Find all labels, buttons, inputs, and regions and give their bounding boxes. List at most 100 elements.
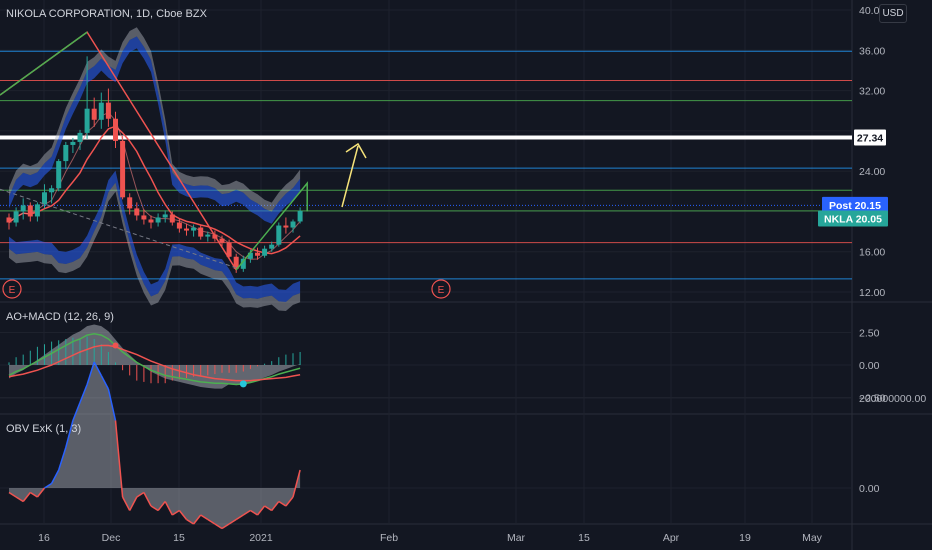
obv-line-segment: [57, 447, 67, 471]
candle-body: [56, 161, 62, 189]
candle-body: [205, 234, 211, 237]
obv-line-segment: [86, 361, 95, 385]
price-tick-label: 32.00: [859, 86, 885, 98]
candles: [6, 56, 303, 273]
obv-line-segment: [271, 501, 280, 511]
candle-body: [247, 252, 253, 259]
obv-line-segment: [143, 492, 152, 507]
obv-line-segment: [136, 491, 145, 498]
time-tick-label: 2021: [249, 532, 273, 544]
macd-cross-dot: [112, 342, 119, 349]
price-label-text: Post 20.15: [829, 200, 881, 212]
obv-line-segment: [207, 518, 216, 525]
candle-body: [240, 258, 246, 269]
candle-body: [84, 108, 90, 133]
obv-line-segment: [193, 514, 202, 525]
price-tick-label: 12.00: [859, 287, 885, 299]
time-tick-label: Apr: [663, 532, 680, 544]
obv-line-segment: [44, 482, 53, 489]
candle-body: [226, 242, 232, 257]
candle-body: [233, 256, 239, 269]
obv-line-segment: [36, 487, 46, 498]
candle-body: [297, 210, 303, 222]
obv-line-segment: [65, 420, 74, 448]
obv-line-segment: [228, 518, 237, 525]
candle-body: [105, 102, 111, 119]
obv-line-segment: [221, 523, 230, 530]
obv-line-segment: [8, 491, 17, 498]
lower-shadow-band: [9, 182, 301, 312]
candle-body: [262, 248, 268, 256]
candle-body: [77, 132, 83, 142]
obv-title: OBV ExK (1, 3): [6, 423, 82, 435]
time-tick-label: 15: [173, 532, 185, 544]
time-tick-label: Dec: [102, 532, 121, 544]
price-tick-label: 36.00: [859, 45, 885, 57]
candle-body: [49, 188, 55, 193]
projection-arrow: [341, 145, 359, 208]
horizontal-levels: [0, 50, 852, 280]
obv-line-segment: [285, 496, 294, 507]
macd-tick-label: −2.50: [859, 393, 886, 405]
earnings-label: E: [438, 285, 445, 296]
price-label-badge: [854, 129, 886, 146]
candle-body: [42, 192, 47, 205]
obv-line-segment: [292, 469, 301, 498]
obv-line-segment: [22, 492, 31, 502]
candle-body: [127, 197, 133, 209]
candle-body: [184, 228, 189, 231]
candle-body: [141, 215, 147, 220]
candle-body: [27, 205, 33, 217]
macd-tick-label: 2.50: [859, 328, 880, 340]
candle-body: [162, 214, 168, 218]
candle-body: [176, 222, 182, 229]
obv-line-segment: [72, 402, 81, 421]
price-tick-label: 24.00: [859, 166, 885, 178]
obv-pane: [0, 361, 852, 530]
projection-arrow-head: [345, 142, 367, 159]
obv-line-segment: [164, 501, 173, 516]
time-tick-label: May: [802, 532, 823, 544]
obv-line-segment: [100, 375, 110, 390]
earnings-label: E: [9, 285, 16, 296]
obv-line-segment: [278, 500, 287, 507]
price-tick-label: 40.00: [859, 5, 885, 17]
obv-tick-label: 0.00: [859, 483, 880, 495]
candle-body: [134, 208, 140, 216]
obv-line-segment: [178, 510, 188, 520]
obv-line-segment: [235, 514, 244, 521]
candle-body: [290, 221, 296, 228]
candle-body: [34, 204, 40, 217]
candle-body: [255, 252, 260, 256]
fast-average-line: [8, 111, 301, 260]
obv-line-segment: [242, 509, 251, 516]
candle-body: [276, 225, 282, 245]
obv-line-segment: [129, 496, 138, 511]
obv-line-segment: [249, 509, 258, 516]
earnings-icon: [2, 279, 22, 299]
candle-body: [91, 108, 97, 120]
green-trend-line: [0, 31, 88, 96]
axes: 40.0036.0032.0024.0020.0016.0012.002.500…: [38, 5, 926, 544]
time-tick-label: Feb: [380, 532, 398, 544]
obv-line-segment: [121, 496, 131, 511]
candle-body: [191, 227, 197, 231]
price-label-text: NKLA 20.05: [824, 213, 882, 225]
obv-line-segment: [107, 388, 117, 421]
candle-body: [148, 219, 154, 223]
signal-line: [8, 344, 301, 382]
currency-button[interactable]: USD: [879, 4, 907, 23]
obv-line-segment: [186, 518, 195, 525]
time-tick-label: 19: [739, 532, 751, 544]
time-tick-label: 16: [38, 532, 50, 544]
price-label-badge: [818, 210, 888, 227]
obv-line-segment: [50, 469, 60, 484]
candle-body: [269, 244, 275, 249]
obv-line-segment: [29, 491, 38, 498]
candle-body: [70, 141, 76, 145]
price-label-badge: [822, 196, 888, 213]
candle-body: [98, 102, 104, 120]
